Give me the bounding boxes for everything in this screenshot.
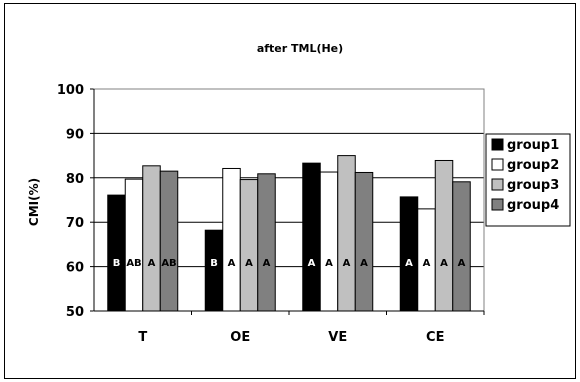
y-axis-label: CMI(%) — [27, 178, 41, 226]
significance-letter: A — [360, 258, 368, 269]
x-tick-label: VE — [328, 330, 347, 345]
significance-letter: B — [210, 258, 218, 269]
significance-letter: A — [245, 258, 253, 269]
bar-group3-OE — [239, 179, 259, 312]
x-tick-label: OE — [230, 330, 250, 345]
bar-group1-OE — [204, 229, 224, 312]
y-tick-label: 80 — [66, 172, 84, 187]
legend-swatch-group1 — [491, 138, 504, 151]
significance-letter: A — [308, 258, 316, 269]
x-tick-label: T — [138, 330, 147, 345]
legend-label: group3 — [507, 178, 559, 193]
legend-swatch-group4 — [491, 198, 504, 211]
significance-letter: A — [343, 258, 351, 269]
x-tick-label: CE — [426, 330, 444, 345]
bar-group4-CE — [452, 181, 471, 312]
significance-letter: A — [325, 258, 333, 269]
significance-letter: A — [423, 258, 431, 269]
legend-label: group1 — [507, 138, 559, 153]
bar-group3-VE — [337, 155, 356, 312]
legend-label: group2 — [507, 158, 559, 173]
y-tick-label: 70 — [66, 216, 84, 231]
significance-letter: A — [148, 258, 156, 269]
legend-swatch-group3 — [491, 178, 504, 191]
bar-group2-VE — [319, 171, 339, 312]
bar-group4-T — [159, 170, 179, 312]
bar-group3-T — [142, 165, 161, 312]
significance-letter: A — [263, 258, 271, 269]
significance-letter: AB — [161, 258, 176, 269]
bar-group1-CE — [399, 196, 419, 312]
y-tick-label: 60 — [66, 261, 84, 276]
significance-letter: A — [440, 258, 448, 269]
significance-letter: B — [113, 258, 121, 269]
y-tick-label: 100 — [57, 83, 84, 98]
bar-group1-VE — [302, 162, 321, 312]
chart-title: after TML(He) — [257, 42, 343, 55]
significance-letter: A — [228, 258, 236, 269]
bar-group3-CE — [434, 159, 454, 312]
y-tick-label: 90 — [66, 127, 84, 142]
y-tick-label: 50 — [66, 305, 84, 320]
bar-group4-VE — [354, 171, 374, 312]
legend: group1 group2 group3 group4 — [485, 133, 571, 227]
significance-letter: A — [458, 258, 466, 269]
legend-swatch-group2 — [491, 158, 504, 171]
bar-group4-OE — [257, 173, 276, 312]
legend-label: group4 — [507, 198, 559, 213]
bar-group2-T — [124, 178, 144, 312]
bar-group1-T — [107, 194, 126, 312]
significance-letter: A — [405, 258, 413, 269]
significance-letter: AB — [126, 258, 141, 269]
bar-group2-OE — [222, 167, 241, 312]
